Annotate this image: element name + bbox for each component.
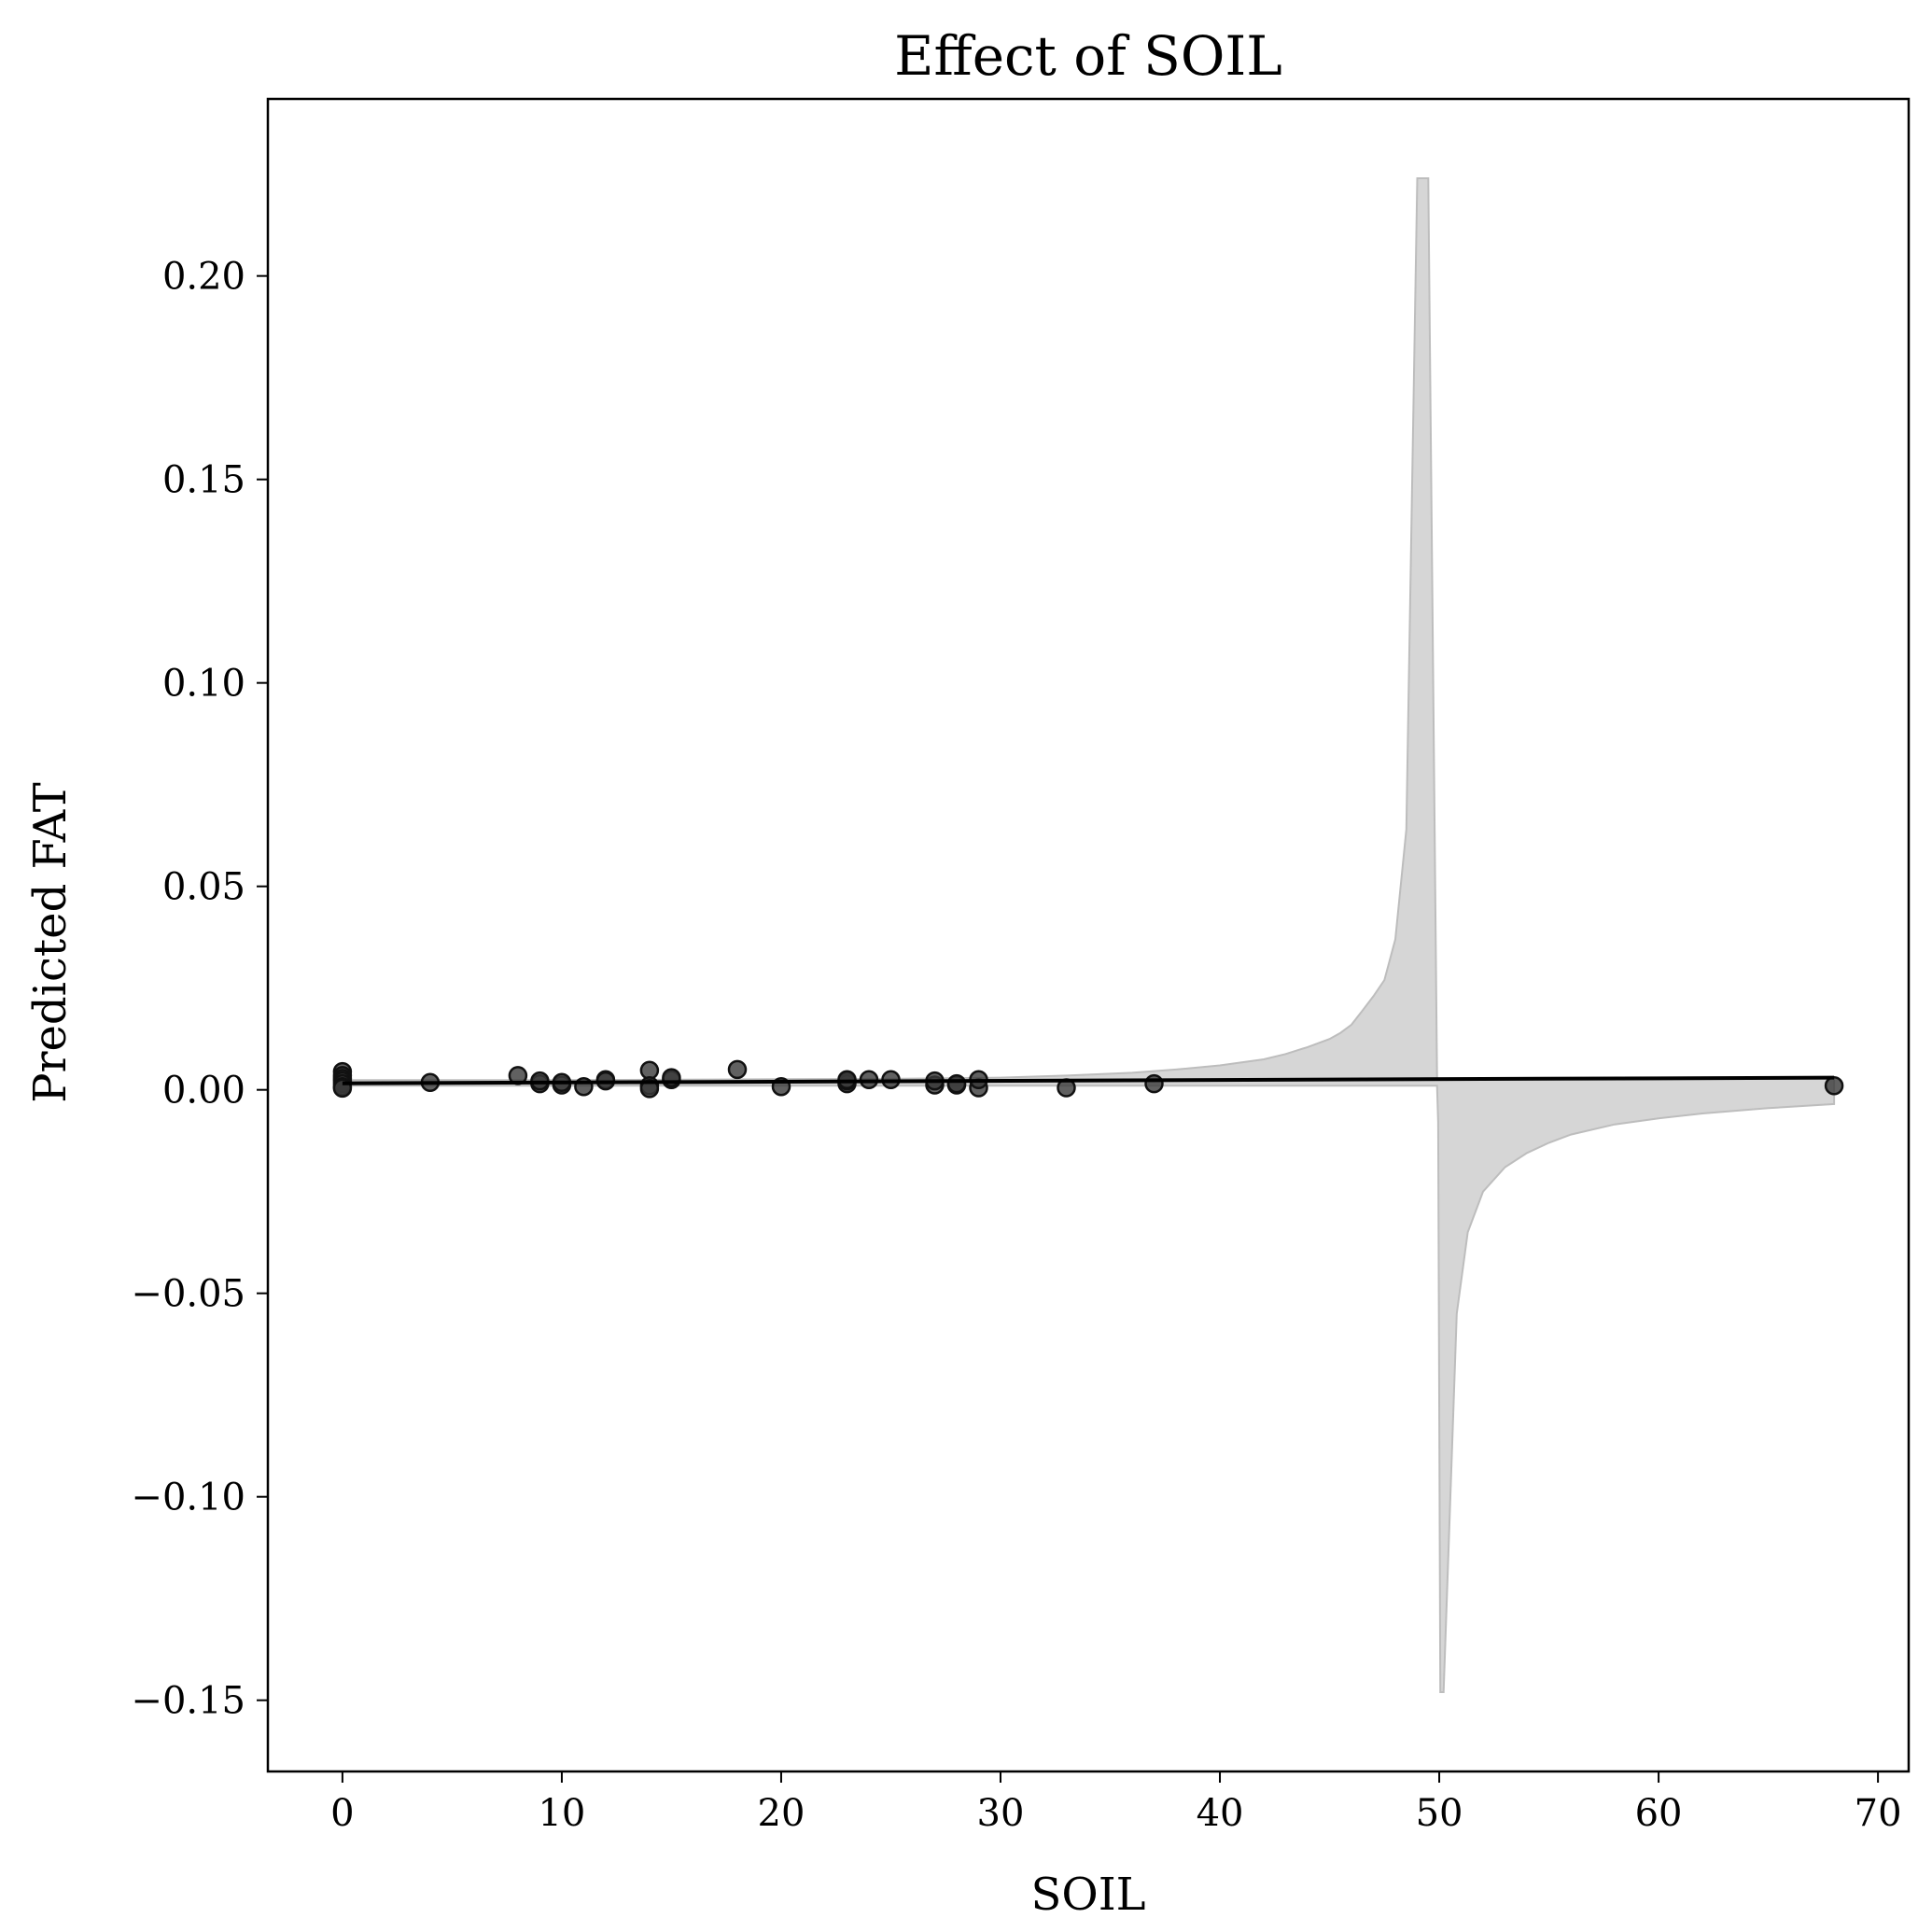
y-tick-label: 0.00 [162, 1070, 245, 1113]
x-tick-label: 50 [1416, 1792, 1463, 1835]
y-axis-title: Predicted FAT [24, 782, 77, 1102]
y-tick-label: 0.20 [162, 256, 245, 299]
y-tick-label: −0.05 [131, 1273, 245, 1316]
x-tick-label: 20 [758, 1792, 805, 1835]
x-tick-label: 60 [1635, 1792, 1683, 1835]
data-point [1144, 1073, 1164, 1094]
data-point [946, 1073, 967, 1094]
x-tick-label: 10 [538, 1792, 585, 1835]
data-point [1824, 1076, 1844, 1096]
data-point [639, 1079, 660, 1099]
confidence-band [341, 177, 1836, 1693]
plot-area: 0 10 20 30 40 50 60 70 −0.15 −0.10 −0.05 0.00 0.05 0.… [131, 97, 1911, 1835]
data-point [727, 1059, 748, 1080]
x-tick-label: 0 [330, 1792, 354, 1835]
y-tick-label: 0.05 [162, 866, 245, 909]
fit-line [342, 1075, 1835, 1085]
plot-frame [266, 97, 1911, 1773]
x-tick-label: 40 [1197, 1792, 1244, 1835]
x-tick-label: 30 [977, 1792, 1025, 1835]
x-tick-label: 70 [1855, 1792, 1902, 1835]
x-axis-title: SOIL [1030, 1869, 1145, 1921]
y-tick-label: −0.10 [131, 1477, 245, 1519]
chart-title: Effect of SOIL [894, 24, 1282, 88]
y-tick-label: −0.15 [131, 1680, 245, 1723]
y-tick-label: 0.10 [162, 663, 245, 706]
y-tick-label: 0.15 [162, 459, 245, 502]
